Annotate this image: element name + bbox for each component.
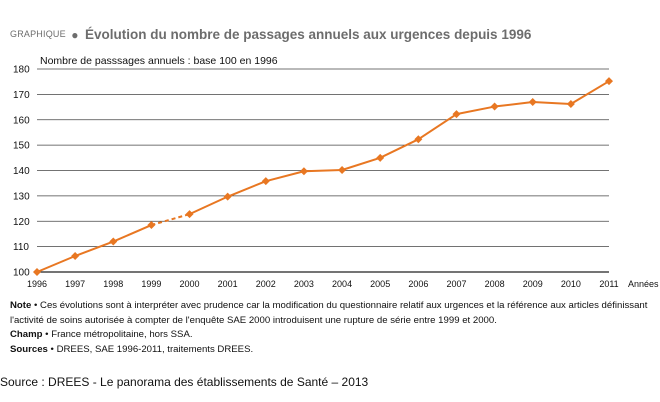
x-tick-label: 2003	[294, 279, 314, 289]
data-point	[261, 177, 270, 186]
note-label: Note	[10, 300, 32, 311]
x-tick-label: 2004	[332, 279, 352, 289]
x-tick-label: 2008	[485, 279, 505, 289]
data-point	[452, 110, 461, 119]
series-segment	[494, 100, 533, 108]
line-chart: 100 110 120 130 140 150 160 170 180 1996 1997 1998 1…	[13, 65, 659, 290]
sources-paragraph: Sources • DREES, SAE 1996-2011, traiteme…	[10, 343, 655, 358]
data-point	[490, 102, 499, 111]
champ-text: • France métropolitaine, hors SSA.	[42, 329, 193, 340]
x-tick-label: 1997	[65, 279, 85, 289]
series-segment	[189, 195, 229, 216]
chart-subtitle: Nombre de passsages annuels : base 100 e…	[40, 55, 278, 67]
data-point	[414, 135, 423, 144]
y-tick-label: 170	[13, 90, 30, 101]
bullet-dot-icon: ●	[71, 28, 79, 42]
x-tick-label: 2002	[256, 279, 276, 289]
data-point	[223, 192, 232, 201]
x-tick-label: 2005	[370, 279, 390, 289]
note-paragraph: Note • Ces évolutions sont à interpréter…	[10, 299, 655, 328]
series-segment	[112, 224, 152, 243]
series-segment	[456, 105, 495, 116]
source-line: Source : DREES - Le panorama des établis…	[0, 375, 369, 389]
data-point	[566, 100, 575, 109]
champ-paragraph: Champ • France métropolitaine, hors SSA.	[10, 328, 655, 343]
y-tick-label: 120	[13, 217, 30, 228]
x-tick-label: 2009	[523, 279, 543, 289]
y-tick-label: 150	[13, 141, 30, 152]
data-point	[528, 97, 537, 106]
x-tick-label: 1999	[141, 279, 161, 289]
series-segment	[532, 100, 571, 106]
x-tick-label: 2011	[599, 279, 618, 289]
data-point	[147, 221, 156, 230]
y-tick-label: 100	[13, 268, 30, 279]
data-point	[299, 167, 308, 176]
chart-notes: Note • Ces évolutions sont à interpréter…	[10, 299, 655, 357]
chart-title-line: GRAPHIQUE ● Évolution du nombre de passa…	[10, 26, 531, 44]
x-tick-label: 1998	[103, 279, 123, 289]
series-segment	[36, 255, 76, 273]
series-dashed-segment	[151, 213, 190, 227]
data-point	[109, 237, 118, 246]
note-text: • Ces évolutions sont à interpréter avec…	[10, 300, 648, 326]
data-point	[338, 165, 347, 174]
series-segment	[265, 170, 305, 183]
series-segment	[570, 80, 610, 105]
sources-label: Sources	[10, 343, 48, 355]
x-tick-label: 2000	[180, 279, 200, 289]
data-point	[605, 77, 613, 86]
series-segment	[379, 138, 419, 159]
chart-kicker: GRAPHIQUE	[10, 29, 66, 39]
x-tick-label: 2007	[446, 279, 466, 289]
x-tick-label: 2001	[218, 279, 238, 289]
data-point	[71, 252, 80, 261]
x-tick-label: 1996	[27, 279, 47, 289]
sources-text: • DREES, SAE 1996-2011, traitements DREE…	[47, 343, 254, 355]
champ-label: Champ	[10, 329, 43, 340]
y-tick-label: 130	[13, 191, 30, 202]
x-axis-label: Années	[628, 279, 659, 289]
x-tick-label: 2006	[408, 279, 428, 289]
series-segment	[227, 180, 267, 198]
series-segment	[341, 156, 381, 171]
chart-title: Évolution du nombre de passages annuels …	[84, 27, 532, 42]
series-segment	[74, 240, 114, 257]
data-point	[376, 153, 385, 162]
y-tick-label: 180	[13, 65, 30, 76]
y-tick-label: 140	[13, 166, 30, 177]
x-tick-label: 2010	[561, 279, 581, 289]
data-point	[33, 268, 41, 276]
series-segment	[417, 113, 458, 141]
data-point	[185, 210, 194, 219]
y-tick-label: 160	[13, 115, 30, 126]
y-tick-label: 110	[13, 242, 29, 253]
series-segment	[303, 168, 343, 173]
